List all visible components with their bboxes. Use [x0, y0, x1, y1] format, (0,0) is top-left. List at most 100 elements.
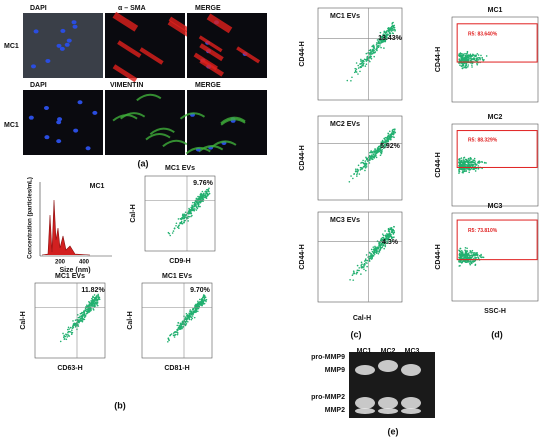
event-dot	[389, 133, 391, 136]
event-dot	[361, 59, 364, 62]
event-dot	[183, 221, 185, 224]
event-dot	[202, 195, 205, 197]
event-dot	[201, 190, 204, 193]
event-dot	[364, 167, 367, 169]
event-dot	[485, 55, 488, 57]
axis-label: Cal-H	[353, 315, 371, 322]
fiber	[117, 40, 142, 58]
event-dot	[390, 227, 393, 230]
event-dot	[483, 162, 486, 164]
event-dot	[464, 66, 467, 69]
event-dot	[481, 167, 483, 170]
event-dot	[466, 50, 469, 53]
event-dot	[200, 194, 203, 196]
event-dot	[463, 256, 466, 259]
fiber	[112, 64, 138, 83]
event-dot	[388, 130, 391, 133]
event-dot	[371, 49, 374, 51]
event-dot	[201, 297, 203, 300]
event-dot	[370, 51, 373, 53]
event-dot	[391, 32, 394, 34]
event-dot	[360, 273, 362, 275]
event-dot	[360, 168, 362, 170]
event-dot	[461, 261, 464, 263]
axis-label: CD44-H	[299, 41, 306, 66]
event-dot	[469, 53, 472, 56]
event-dot	[464, 58, 467, 61]
event-dot	[458, 256, 460, 259]
event-dot	[384, 235, 387, 237]
filament	[149, 127, 175, 136]
event-dot	[198, 303, 201, 306]
event-dot	[381, 233, 384, 235]
event-dot	[202, 296, 204, 299]
event-dot	[372, 50, 374, 53]
event-dot	[197, 203, 200, 206]
event-dot	[94, 305, 97, 307]
event-dot	[66, 336, 69, 338]
event-dot	[81, 316, 84, 318]
event-dot	[199, 300, 202, 303]
event-dot	[368, 56, 371, 59]
event-dot	[372, 254, 374, 257]
filament	[220, 118, 246, 126]
event-dot	[381, 145, 384, 148]
event-dot	[356, 172, 359, 174]
event-dot	[175, 224, 177, 227]
event-dot	[480, 54, 482, 57]
event-dot	[390, 230, 393, 232]
band	[355, 365, 375, 375]
event-dot	[473, 164, 475, 166]
event-dot	[355, 170, 358, 173]
event-dot	[369, 48, 372, 51]
event-dot	[199, 198, 202, 201]
event-dot	[375, 151, 378, 154]
event-dot	[463, 66, 465, 69]
event-dot	[92, 305, 95, 307]
plot-title: MC3 EVs	[330, 217, 360, 224]
event-dot	[469, 261, 471, 263]
micrograph	[187, 90, 267, 155]
event-dot	[190, 318, 193, 321]
event-dot	[355, 273, 358, 275]
event-dot	[202, 302, 205, 304]
event-dot	[372, 153, 375, 156]
event-dot	[466, 55, 468, 57]
event-dot	[179, 222, 181, 225]
channel-label: VIMENTIN	[110, 82, 143, 89]
event-dot	[74, 319, 77, 321]
event-dot	[85, 312, 88, 315]
event-dot	[382, 234, 385, 237]
event-dot	[466, 161, 469, 164]
nucleus	[56, 139, 62, 144]
event-dot	[464, 52, 466, 55]
event-dot	[477, 56, 479, 59]
event-dot	[175, 222, 178, 225]
plot-frame	[317, 211, 403, 303]
event-dot	[388, 136, 391, 139]
channel-label: α – SMA	[118, 5, 146, 12]
band-label: MMP2	[325, 407, 345, 414]
event-dot	[381, 148, 383, 151]
axis-label: Cal-H	[127, 311, 134, 329]
event-dot	[188, 207, 190, 210]
tick-label: 200	[55, 260, 66, 266]
lane-label: MC1	[357, 348, 372, 355]
event-dot	[485, 162, 487, 164]
event-dot	[72, 323, 75, 325]
event-dot	[95, 302, 98, 305]
event-dot	[463, 59, 466, 61]
event-dot	[383, 47, 385, 49]
event-dot	[382, 237, 385, 239]
event-dot	[467, 157, 470, 160]
event-dot	[477, 59, 480, 61]
event-dot	[464, 254, 467, 257]
event-dot	[207, 193, 210, 196]
event-dot	[375, 149, 377, 152]
event-dot	[197, 205, 199, 207]
event-dot	[93, 303, 96, 306]
event-dot	[374, 248, 376, 250]
event-dot	[82, 315, 85, 317]
event-dot	[458, 252, 461, 255]
event-dot	[376, 39, 379, 41]
